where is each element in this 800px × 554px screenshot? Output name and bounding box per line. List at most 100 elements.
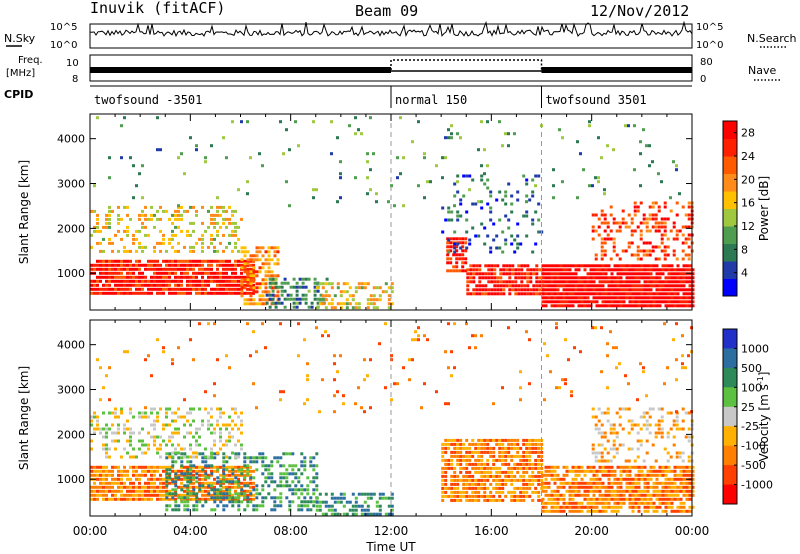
data-cell (676, 493, 680, 497)
data-cell (117, 221, 120, 225)
data-cell (645, 229, 649, 233)
data-cell (189, 423, 192, 427)
data-cell (583, 505, 587, 509)
data-cell (672, 423, 676, 427)
data-cell (309, 456, 313, 460)
data-cell (168, 492, 172, 496)
data-cell (246, 287, 249, 291)
data-cell (291, 488, 295, 492)
data-cell (201, 221, 204, 225)
data-cell (168, 435, 171, 439)
data-cell (366, 302, 370, 306)
data-cell (216, 496, 220, 500)
data-cell (135, 279, 138, 283)
data-cell (655, 469, 659, 473)
data-cell (168, 468, 172, 472)
data-cell (360, 286, 364, 290)
data-cell (252, 476, 256, 480)
data-cell (219, 477, 222, 481)
data-cell (228, 488, 232, 492)
data-cell (156, 451, 159, 455)
data-cell (664, 489, 668, 493)
data-cell (651, 205, 655, 209)
data-cell (105, 287, 108, 291)
data-cell (570, 390, 573, 394)
data-cell (603, 459, 607, 463)
data-cell (327, 282, 331, 286)
data-cell (562, 497, 566, 501)
data-cell (607, 469, 611, 473)
data-cell (598, 509, 602, 513)
data-cell (534, 486, 538, 490)
data-cell (657, 427, 661, 431)
data-cell (688, 264, 692, 268)
data-cell (628, 288, 632, 292)
data-cell (138, 473, 141, 477)
data-cell (105, 481, 108, 485)
data-cell (646, 296, 650, 300)
data-cell (652, 300, 656, 304)
data-cell (600, 253, 604, 257)
data-cell (252, 497, 255, 501)
data-cell (675, 229, 679, 233)
data-cell (183, 504, 187, 508)
data-cell (195, 504, 199, 508)
data-cell (304, 301, 308, 305)
data-cell (528, 458, 532, 462)
data-cell (679, 276, 683, 280)
data-cell (631, 477, 635, 481)
data-cell (186, 279, 189, 283)
data-cell (513, 238, 517, 242)
data-cell (519, 486, 523, 490)
data-cell (207, 497, 210, 501)
data-cell (297, 476, 301, 480)
data-cell (492, 478, 496, 482)
data-cell (676, 284, 680, 288)
data-cell (126, 497, 129, 501)
data-cell (643, 505, 647, 509)
data-cell (301, 285, 305, 289)
data-cell (198, 279, 201, 283)
data-cell (673, 493, 677, 497)
data-cell (216, 283, 219, 287)
data-cell (577, 485, 581, 489)
data-cell (672, 237, 676, 241)
data-cell (258, 456, 262, 460)
data-cell (423, 196, 426, 200)
data-cell (150, 279, 153, 283)
data-cell (667, 292, 671, 296)
data-cell (216, 476, 220, 480)
data-cell (111, 481, 114, 485)
data-cell (261, 464, 265, 468)
data-cell (285, 128, 288, 132)
data-cell (571, 284, 575, 288)
data-cell (147, 291, 150, 295)
data-cell (664, 509, 668, 513)
data-cell (456, 174, 460, 178)
data-cell (586, 304, 590, 308)
data-cell (532, 292, 536, 296)
data-cell (378, 504, 382, 508)
data-cell (108, 287, 111, 291)
data-cell (246, 250, 250, 254)
data-cell (360, 492, 364, 496)
data-cell (486, 450, 490, 454)
data-cell (634, 493, 638, 497)
data-cell (222, 279, 225, 283)
data-cell (96, 263, 99, 267)
data-cell (207, 476, 211, 480)
data-cell (441, 442, 445, 446)
data-cell (150, 407, 153, 411)
data-cell (162, 271, 165, 275)
data-cell (327, 508, 331, 512)
data-cell (504, 482, 508, 486)
data-cell (201, 287, 204, 291)
data-cell (685, 489, 689, 493)
data-cell (354, 306, 358, 310)
data-cell (606, 439, 610, 443)
data-cell (595, 296, 599, 300)
colorbar-frame (722, 120, 738, 297)
data-cell (553, 300, 557, 304)
data-cell (525, 458, 529, 462)
data-cell (274, 305, 278, 309)
